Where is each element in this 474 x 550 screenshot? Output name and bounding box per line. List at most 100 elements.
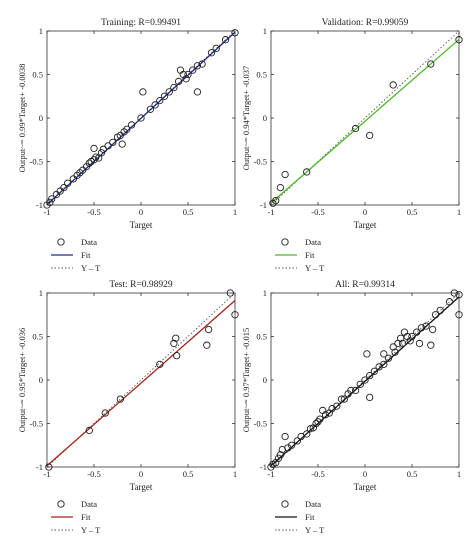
- data-point: [366, 393, 374, 402]
- data-point: [212, 44, 220, 53]
- y-axis-label-test: Output~= 0.95*Target+ -0.036: [17, 328, 27, 433]
- data-point: [427, 341, 435, 349]
- legend-identity-label: Y – T: [81, 263, 101, 273]
- legend-test: Data Fit Y – T: [51, 499, 101, 535]
- y-tick-label: 0: [39, 113, 43, 123]
- data-point: [306, 425, 315, 433]
- data-point: [351, 124, 360, 133]
- data-point: [361, 376, 369, 384]
- chart-title-test: Test: R=0.98929: [109, 280, 173, 290]
- x-tick-label: -0.5: [87, 207, 100, 217]
- data-point: [380, 350, 388, 358]
- x-tick-label: 0.5: [407, 207, 418, 217]
- data-point: [97, 149, 106, 157]
- data-point: [203, 341, 211, 349]
- x-axis-label-validation: Target: [354, 220, 377, 230]
- plot-validation: -1 -0.5 0 0.5 1 -1 -0.5 0 0.5 1 Validation: R=0.99…: [241, 18, 463, 273]
- x-tick-label: 0: [363, 469, 367, 479]
- data-point: [276, 451, 285, 459]
- y-tick-label: 0: [263, 113, 267, 123]
- data-point: [284, 444, 292, 452]
- chart-title-training: Training: R=0.99491: [101, 18, 181, 28]
- data-point: [288, 441, 296, 449]
- data-point: [64, 179, 72, 187]
- data-point: [436, 306, 444, 315]
- data-point: [160, 92, 169, 100]
- data-point: [389, 81, 397, 89]
- legend-fit-label: Fit: [81, 512, 91, 522]
- x-axis-label-test: Target: [130, 482, 153, 492]
- data-point: [281, 432, 289, 441]
- data-point: [316, 415, 324, 423]
- x-tick-label: -1: [267, 207, 274, 217]
- data-point: [151, 101, 159, 109]
- x-axis-label-all: Target: [354, 482, 377, 492]
- legend-all: Data Fit Y – T: [275, 499, 325, 535]
- data-point: [207, 49, 216, 57]
- legend-fit-label: Fit: [305, 250, 315, 260]
- chart-title-validation: Validation: R=0.99059: [322, 18, 409, 28]
- data-point: [146, 105, 155, 113]
- data-point: [303, 168, 311, 176]
- legend-data-marker: [281, 500, 289, 508]
- data-point: [182, 75, 190, 83]
- y-tick-label: 1: [263, 288, 267, 298]
- data-point: [406, 337, 414, 345]
- data-point: [184, 70, 192, 79]
- x-tick-label: 0: [363, 207, 367, 217]
- y-tick-label: 1: [39, 26, 43, 36]
- y-tick-label: -0.5: [254, 419, 267, 429]
- data-point: [170, 83, 178, 92]
- fit-line-validation: [271, 38, 459, 204]
- data-point: [398, 339, 407, 348]
- legend-validation: Data Fit Y – T: [275, 237, 325, 273]
- data-point: [408, 332, 416, 341]
- legend-fit-label: Fit: [305, 512, 315, 522]
- data-point: [85, 159, 93, 167]
- data-point: [172, 334, 180, 342]
- x-tick-label: 0: [139, 469, 143, 479]
- data-point: [337, 395, 346, 403]
- legend-identity-label: Y – T: [305, 525, 325, 535]
- x-tick-label: -0.5: [87, 469, 100, 479]
- data-point: [389, 343, 397, 351]
- legend-data-label: Data: [305, 499, 321, 509]
- y-axis-label-validation: Output~= 0.94*Target+ -0.037: [241, 66, 251, 171]
- data-point: [276, 183, 285, 192]
- data-point: [139, 88, 147, 96]
- y-tick-label: -0.5: [30, 419, 43, 429]
- data-point: [366, 131, 374, 140]
- y-tick-label: 1: [263, 26, 267, 36]
- data-point: [417, 324, 426, 332]
- data-point: [391, 348, 399, 356]
- data-point: [156, 360, 164, 368]
- data-point: [380, 360, 388, 368]
- data-point: [226, 289, 234, 297]
- x-tick-label: 0: [139, 207, 143, 217]
- data-point: [370, 367, 379, 375]
- data-point: [109, 138, 117, 147]
- data-point: [118, 140, 126, 148]
- plot-test: -1 -0.5 0 0.5 1 -1 -0.5 0 0.5 1 Test: R=0.98929 Tar…: [17, 280, 239, 535]
- data-point: [356, 380, 364, 388]
- legend-training: Data Fit Y – T: [51, 237, 101, 273]
- data-point: [431, 311, 440, 319]
- y-axis-label-training: Output~= 0.99*Target+ -0.0038: [17, 64, 27, 173]
- data-point: [127, 121, 136, 129]
- y-tick-label: 0.5: [256, 332, 267, 342]
- data-point: [48, 195, 56, 203]
- x-tick-label: 0.5: [183, 469, 194, 479]
- y-tick-label: 0.5: [32, 70, 43, 80]
- data-point: [340, 395, 348, 403]
- x-tick-label: 1: [457, 207, 461, 217]
- legend-data-marker: [281, 238, 289, 246]
- data-point: [193, 88, 202, 96]
- data-point: [445, 298, 454, 306]
- y-tick-label: 0: [263, 375, 267, 385]
- x-tick-label: -1: [43, 207, 50, 217]
- data-point: [231, 311, 239, 319]
- y-tick-label: -1: [36, 462, 43, 472]
- data-point: [455, 36, 463, 44]
- x-tick-label: 1: [233, 469, 237, 479]
